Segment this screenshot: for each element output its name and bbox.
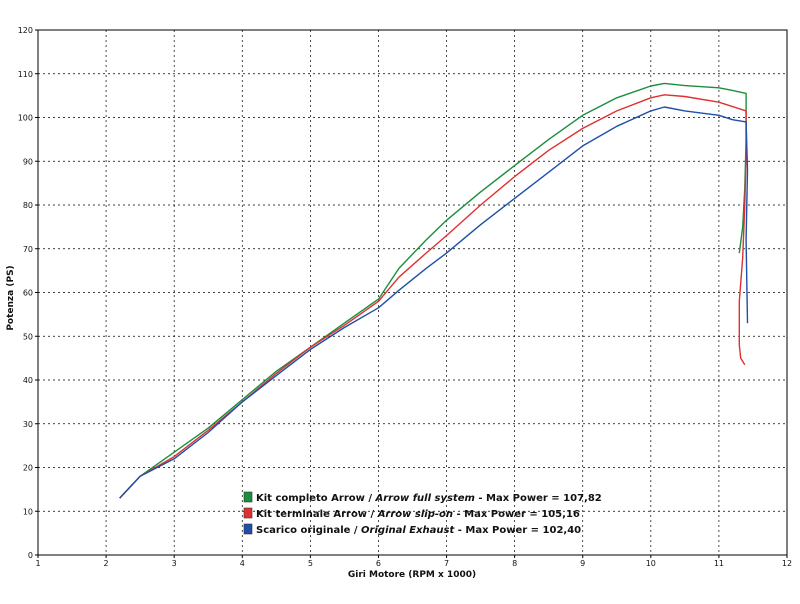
x-tick-label: 12	[782, 559, 792, 568]
x-tick-label: 7	[444, 559, 449, 568]
legend-label: Kit terminale Arrow / Arrow slip-on - Ma…	[256, 509, 580, 520]
series-line-1	[119, 82, 747, 499]
legend-series-name-en: Arrow full system	[375, 493, 475, 504]
legend-max-label: Max Power	[486, 493, 548, 504]
legend-series-name: Kit completo Arrow	[256, 493, 365, 504]
x-tick-label: 2	[104, 559, 109, 568]
legend-separator: /	[350, 525, 361, 536]
x-axis-title: Giri Motore (RPM x 1000)	[348, 570, 476, 580]
y-axis-title: Potenza (PS)	[6, 265, 16, 330]
legend-max-label: Max Power	[464, 509, 526, 520]
x-tick-label: 3	[172, 559, 177, 568]
legend-max-value: 102,40	[543, 525, 582, 536]
series-layer	[119, 82, 749, 499]
legend-swatch	[243, 507, 253, 519]
y-tick-label: 110	[18, 70, 33, 79]
legend-swatch	[243, 491, 253, 503]
x-tick-label: 5	[308, 559, 313, 568]
legend-series-name: Kit terminale Arrow	[256, 509, 367, 520]
x-tick-label: 8	[512, 559, 517, 568]
legend-max-value: 105,16	[541, 509, 580, 520]
y-tick-label: 30	[23, 420, 33, 429]
x-tick-label: 9	[580, 559, 585, 568]
legend-separator: =	[526, 509, 541, 520]
y-tick-label: 20	[23, 464, 33, 473]
y-tick-label: 70	[23, 245, 33, 254]
x-tick-label: 10	[646, 559, 656, 568]
legend-series-name: Scarico originale	[256, 525, 351, 536]
y-tick-label: 100	[18, 114, 33, 123]
legend-label: Kit completo Arrow / Arrow full system -…	[256, 493, 602, 504]
legend-item: Kit terminale Arrow / Arrow slip-on - Ma…	[243, 507, 580, 520]
legend-item: Scarico originale / Original Exhaust - M…	[243, 523, 581, 536]
y-tick-label: 40	[23, 376, 33, 385]
y-tick-label: 80	[23, 201, 33, 210]
legend-max-label: Max Power	[465, 525, 527, 536]
legend-separator: =	[548, 493, 563, 504]
legend-swatch	[243, 523, 253, 535]
legend-separator: =	[527, 525, 542, 536]
y-tick-label: 10	[23, 507, 33, 516]
series-line-3	[119, 106, 749, 499]
legend-separator: /	[365, 493, 376, 504]
y-tick-label: 50	[23, 332, 33, 341]
legend-item: Kit completo Arrow / Arrow full system -…	[243, 491, 602, 504]
series-line-2	[119, 94, 747, 499]
y-tick-label: 120	[18, 26, 33, 35]
legend-series-name-en: Original Exhaust	[361, 525, 455, 536]
legend-max-value: 107,82	[563, 493, 602, 504]
legend-separator: -	[453, 509, 464, 520]
y-tick-label: 90	[23, 157, 33, 166]
x-tick-label: 11	[714, 559, 724, 568]
legend-separator: -	[454, 525, 465, 536]
legend-separator: -	[475, 493, 486, 504]
x-tick-label: 6	[376, 559, 381, 568]
y-tick-label: 60	[23, 289, 33, 298]
legend: Kit completo Arrow / Arrow full system -…	[243, 491, 602, 536]
x-tick-label: 1	[35, 559, 40, 568]
x-tick-label: 4	[240, 559, 245, 568]
tick-label-layer: 1 2 3 4 5 6 7 8 9 10 11 120102030405060708090100110…	[18, 26, 792, 568]
legend-series-name-en: Arrow slip-on	[377, 509, 453, 520]
legend-separator: /	[367, 509, 378, 520]
y-tick-label: 0	[28, 551, 33, 560]
legend-label: Scarico originale / Original Exhaust - M…	[256, 525, 581, 536]
